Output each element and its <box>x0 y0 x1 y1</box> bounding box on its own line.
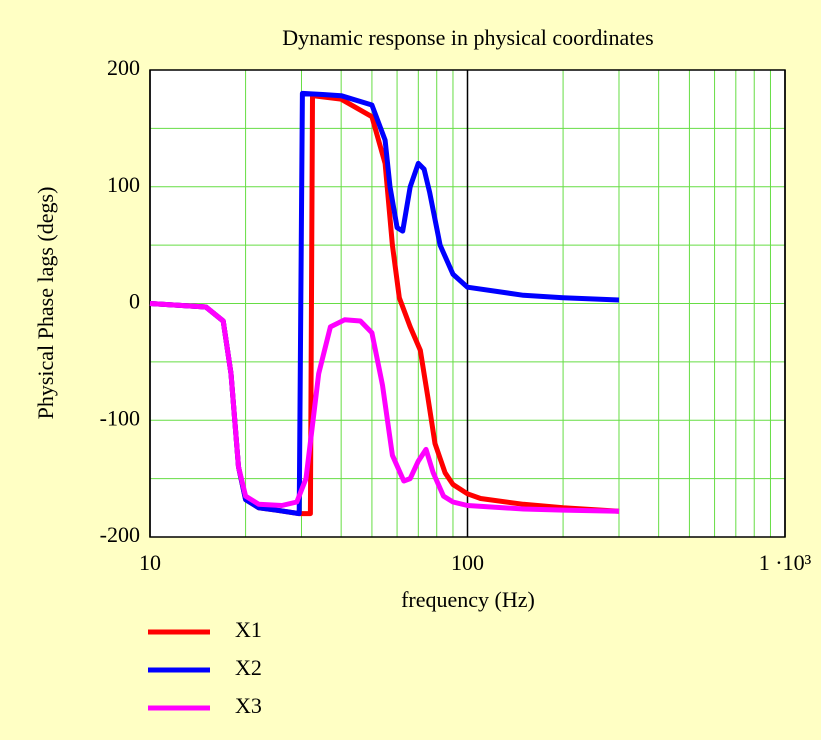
legend-label: X3 <box>235 693 262 718</box>
x-tick-label: 1 ·10³ <box>759 550 812 575</box>
chart-title: Dynamic response in physical coordinates <box>282 25 653 50</box>
y-tick-label: 200 <box>107 55 140 80</box>
y-tick-label: -200 <box>100 522 140 547</box>
y-axis-label: Physical Phase lags (degs) <box>33 187 58 420</box>
series-line <box>149 301 620 514</box>
x-axis-label: frequency (Hz) <box>401 587 535 612</box>
y-tick-label: -100 <box>100 405 140 430</box>
legend-label: X1 <box>235 617 262 642</box>
y-tick-label: 0 <box>129 289 140 314</box>
legend-label: X2 <box>235 655 262 680</box>
x-tick-label: 100 <box>451 550 484 575</box>
y-tick-label: 100 <box>107 172 140 197</box>
x-tick-label: 10 <box>139 550 161 575</box>
